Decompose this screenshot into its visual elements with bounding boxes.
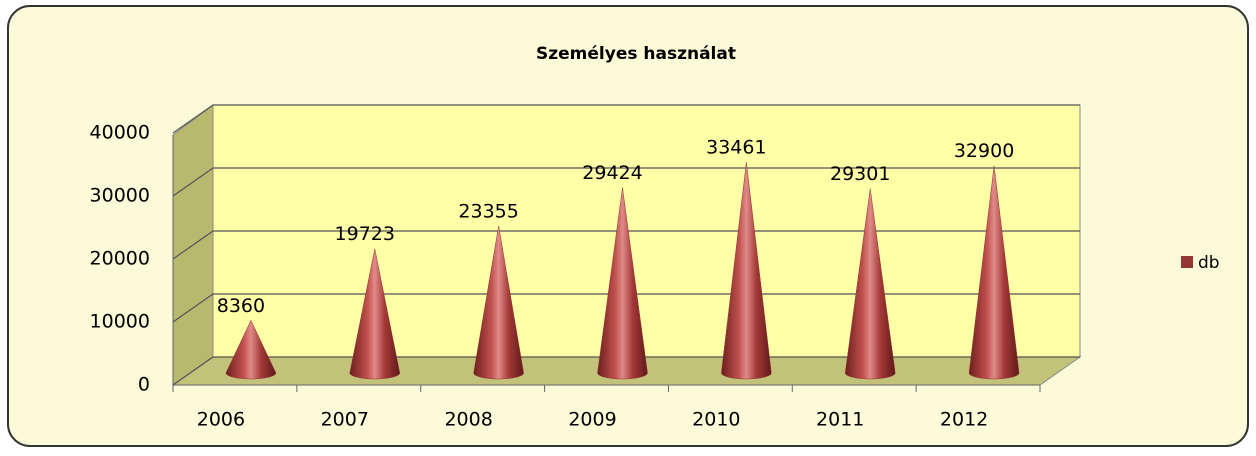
y-tick-label: 0 [138,374,150,396]
data-label: 8360 [217,295,265,317]
x-tick-label: 2006 [197,409,245,431]
x-tick-label: 2007 [321,409,369,431]
x-tick-label: 2012 [940,409,988,431]
cone [225,319,277,380]
x-tick-label: 2010 [692,409,740,431]
legend-swatch [1181,256,1193,268]
cone [473,225,524,380]
grid-line [172,230,1080,260]
cone [349,248,401,380]
data-label: 29424 [582,162,642,184]
grid-line [172,104,1080,134]
cone [844,188,896,380]
data-label: 32900 [954,140,1014,162]
cone [968,165,1020,380]
grid-line [172,167,1080,197]
data-label: 23355 [458,200,518,222]
cone [721,162,772,380]
y-tick-label: 40000 [90,122,150,144]
data-label: 29301 [830,163,890,185]
x-tick-label: 2009 [568,409,616,431]
cone [597,187,648,380]
chart-title: Személyes használat [536,44,736,64]
x-tick-label: 2011 [816,409,864,431]
grid-line [172,356,1080,386]
grid-line [172,293,1080,323]
data-label: 19723 [335,223,395,245]
legend-label: db [1198,253,1220,273]
data-label: 33461 [706,137,766,159]
y-tick-label: 20000 [90,248,150,270]
y-tick-label: 30000 [90,185,150,207]
y-tick-label: 10000 [90,311,150,333]
x-tick-label: 2008 [444,409,492,431]
